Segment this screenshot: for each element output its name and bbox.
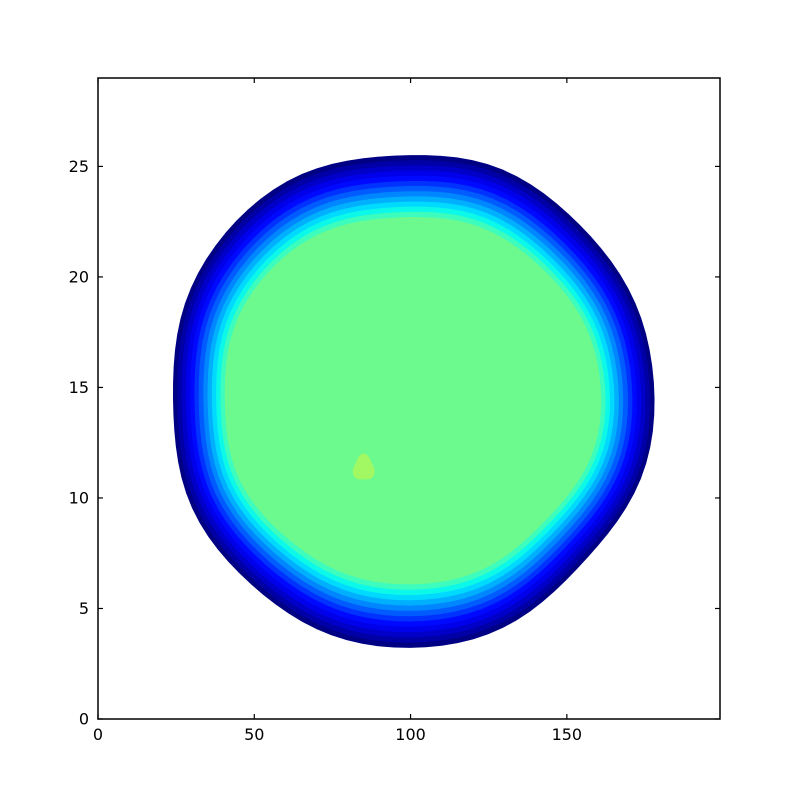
y-tick-label: 5 (79, 599, 89, 618)
y-tick-label: 15 (69, 378, 89, 397)
contour-interior (224, 217, 602, 585)
x-tick-label: 150 (552, 725, 583, 744)
contour-spot (352, 453, 375, 480)
axes-frame (97, 77, 721, 720)
y-tick-label: 0 (79, 710, 89, 729)
y-tick-label: 20 (69, 267, 89, 286)
x-tick-label: 100 (395, 725, 426, 744)
y-tick-label: 25 (69, 157, 89, 176)
y-tick-label: 10 (69, 488, 89, 507)
x-tick-label: 50 (244, 725, 264, 744)
x-tick-label: 0 (93, 725, 103, 744)
